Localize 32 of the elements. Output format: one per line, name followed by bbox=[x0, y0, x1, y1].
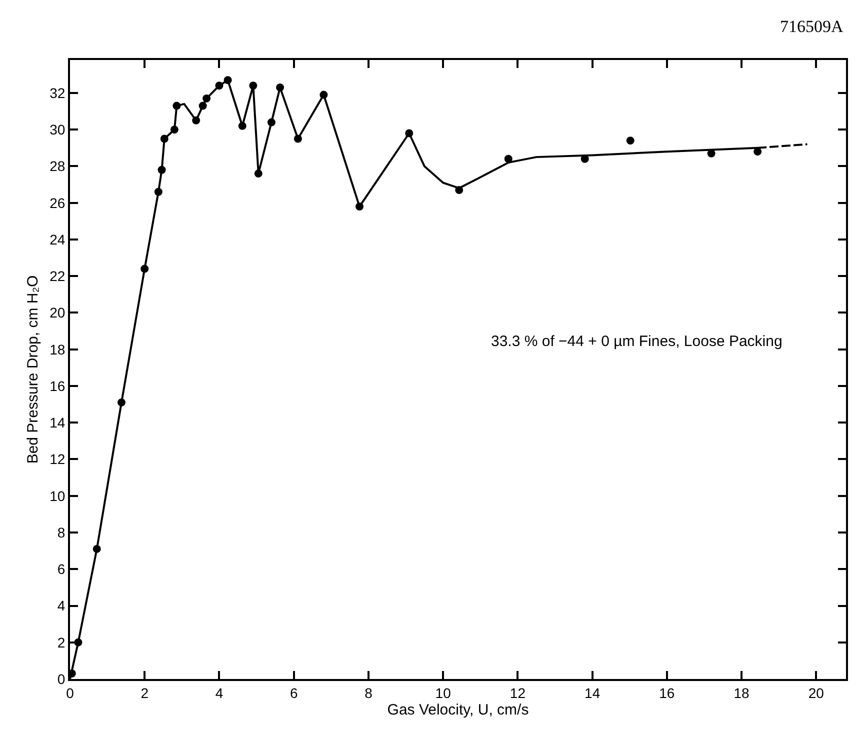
y-tick-label: 28 bbox=[50, 158, 66, 174]
x-tick-label: 10 bbox=[435, 684, 452, 701]
y-tick-label: 6 bbox=[57, 561, 66, 578]
y-tick-label: 14 bbox=[50, 414, 66, 431]
y-tick-label: 10 bbox=[50, 488, 66, 504]
annotation: 33.3 % of −44 + 0 µm Fines, Loose Packing bbox=[491, 333, 782, 350]
y-tick-label: 12 bbox=[50, 451, 66, 468]
y-tick-label: 2 bbox=[57, 634, 66, 650]
y-tick-label: 24 bbox=[50, 231, 66, 248]
y-tick-label: 30 bbox=[50, 121, 66, 138]
x-axis-title: Gas Velocity, U, cm/s bbox=[387, 701, 529, 718]
y-tick-label: 16 bbox=[50, 378, 66, 394]
x-tick-label: 2 bbox=[140, 684, 149, 701]
x-tick-label: 4 bbox=[215, 684, 224, 701]
y-tick-label: 8 bbox=[57, 524, 66, 540]
x-tick-label: 6 bbox=[290, 684, 298, 701]
x-tick-label: 14 bbox=[584, 684, 600, 701]
y-tick-label: 18 bbox=[50, 341, 66, 358]
x-tick-label: 16 bbox=[659, 684, 675, 701]
x-tick-label: 12 bbox=[510, 684, 526, 701]
text: 716509A bbox=[780, 17, 844, 36]
x-tick-label: 20 bbox=[808, 684, 824, 701]
x-tick-label: 8 bbox=[364, 684, 373, 701]
point bbox=[626, 136, 634, 145]
y-axis-title: Bed Pressure Drop, cm H₂O bbox=[24, 275, 42, 464]
x-tick-label: 18 bbox=[734, 684, 750, 701]
y-tick-label: 32 bbox=[50, 84, 66, 101]
y-tick-label: 0 bbox=[57, 670, 66, 687]
y-tick-label: 4 bbox=[57, 598, 66, 614]
y-tick-label: 22 bbox=[50, 268, 66, 284]
y-tick-label: 20 bbox=[50, 304, 66, 321]
y-tick-label: 26 bbox=[50, 194, 66, 211]
